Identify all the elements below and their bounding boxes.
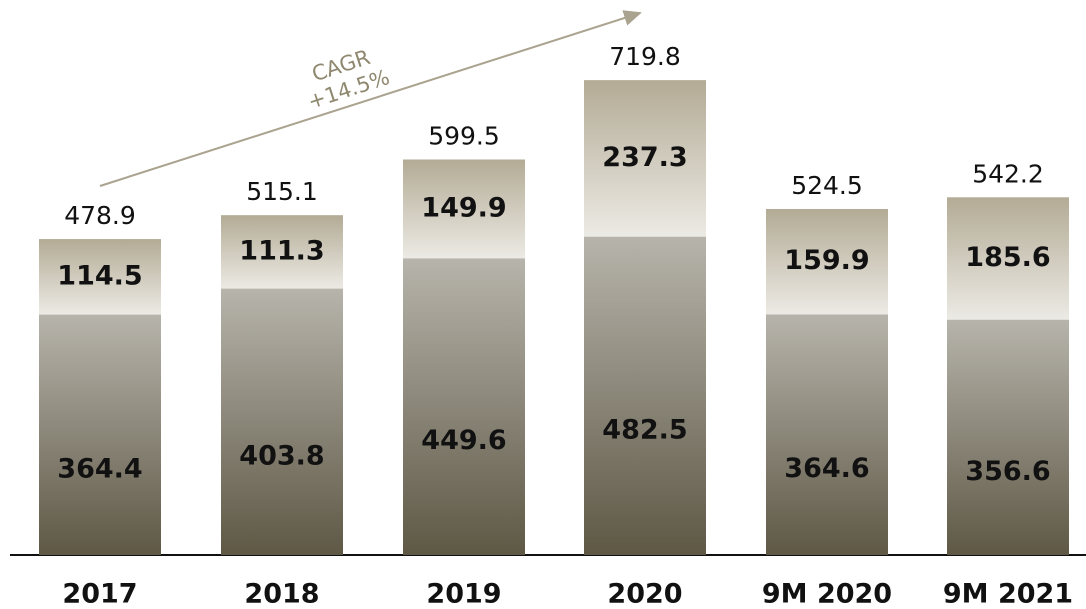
bar-segment [403,159,525,259]
bar-segment [947,319,1069,555]
x-tick-label: 9M 2021 [943,579,1073,609]
cagr-arrow [99,10,642,187]
segment-label: 449.6 [421,425,506,456]
bar-segment [221,288,343,555]
bar-segment [766,208,888,315]
total-label: 542.2 [972,159,1044,188]
total-label: 719.8 [609,42,681,71]
total-label: 524.5 [791,171,863,200]
cagr-annotation: CAGR +14.5% [305,45,393,114]
bar-segment [584,80,706,237]
total-label: 599.5 [428,121,500,150]
x-tick-label: 2020 [607,579,682,609]
x-tick-label: 2017 [62,579,137,609]
bar-segment [766,314,888,555]
bar-segment [403,258,525,555]
bar-segment [39,314,161,555]
segment-label: 149.9 [421,192,506,223]
bar-segment [584,236,706,555]
bar-segment [39,239,161,315]
bar-segment [947,197,1069,320]
x-tick-label: 9M 2020 [762,579,892,609]
segment-label: 114.5 [57,260,142,291]
segment-label: 364.4 [57,453,142,484]
x-tick-label: 2018 [244,579,319,609]
segment-label: 185.6 [965,242,1050,273]
segment-label: 482.5 [602,414,687,445]
segment-label: 159.9 [784,245,869,276]
segment-label: 356.6 [965,456,1050,487]
segment-label: 237.3 [602,142,687,173]
segment-label: 403.8 [239,440,324,471]
segment-label: 111.3 [239,235,324,266]
total-label: 478.9 [64,201,136,230]
total-label: 515.1 [246,177,318,206]
segment-label: 364.6 [784,453,869,484]
x-tick-label: 2019 [426,579,501,609]
bar-segment [221,215,343,289]
